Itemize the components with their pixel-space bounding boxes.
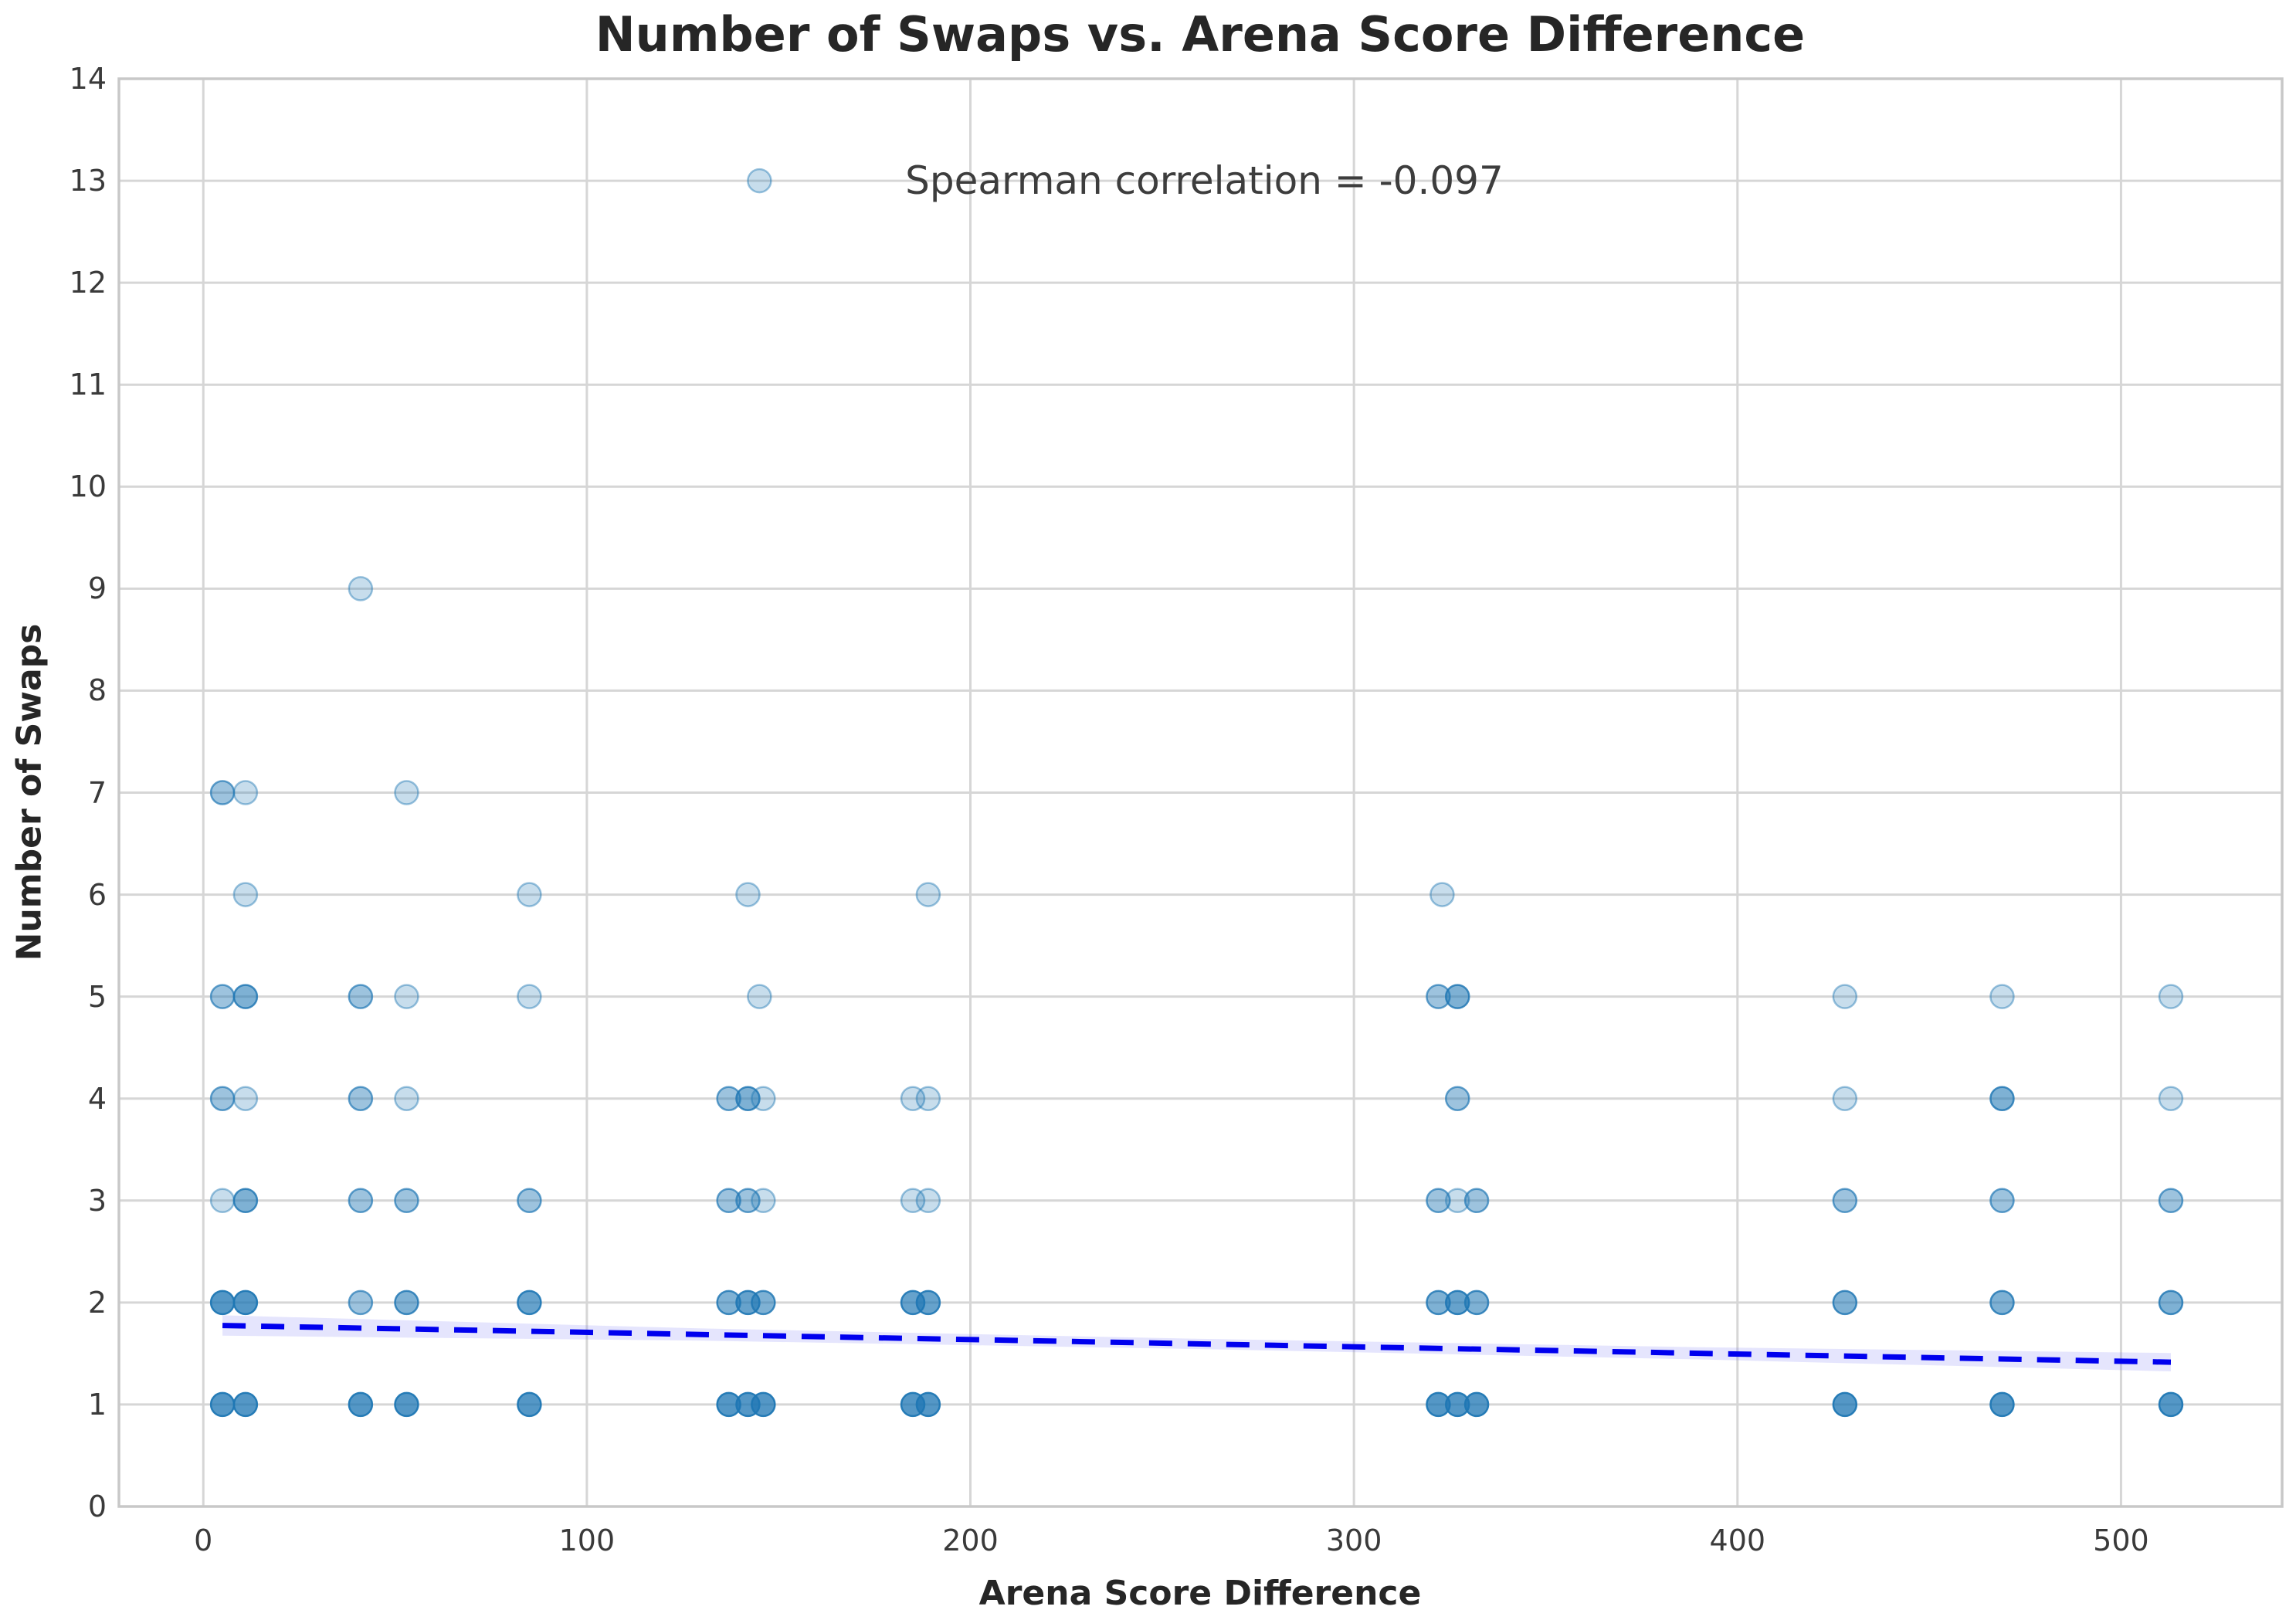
- data-point: [209, 984, 236, 1009]
- data-point: [1989, 1391, 2015, 1418]
- data-point: [2158, 984, 2184, 1009]
- y-tick-label: 8: [87, 673, 107, 708]
- data-point: [232, 1391, 259, 1418]
- data-point: [1463, 1290, 1490, 1316]
- y-tick-label: 10: [69, 469, 107, 504]
- data-point: [348, 1086, 374, 1111]
- data-point: [747, 984, 772, 1009]
- x-tick-label: 500: [2093, 1523, 2149, 1557]
- data-point: [394, 984, 419, 1009]
- chart-title: Number of Swaps vs. Arena Score Differen…: [595, 6, 1806, 63]
- data-point: [716, 1188, 741, 1214]
- data-point: [348, 1188, 374, 1214]
- regression-line: [222, 1323, 2172, 1365]
- data-point: [915, 1391, 941, 1418]
- data-point: [915, 1188, 941, 1214]
- data-point: [1832, 1290, 1858, 1316]
- x-tick-label: 400: [1709, 1523, 1766, 1557]
- data-point: [209, 780, 236, 805]
- data-point: [209, 1086, 236, 1111]
- data-point: [232, 1290, 259, 1316]
- y-tick-label: 7: [87, 775, 107, 810]
- data-point: [735, 1188, 761, 1214]
- y-tick-label: 1: [87, 1387, 107, 1422]
- data-point: [915, 1290, 941, 1316]
- y-tick-label: 11: [69, 368, 107, 402]
- data-point: [394, 1290, 419, 1316]
- data-point: [1444, 984, 1470, 1009]
- data-point: [517, 1391, 542, 1418]
- x-tick-label: 100: [558, 1523, 616, 1557]
- y-tick-label: 14: [69, 62, 107, 96]
- data-point: [1426, 1188, 1451, 1214]
- data-point: [394, 780, 419, 805]
- data-point: [232, 780, 259, 805]
- y-tick-label: 6: [87, 877, 107, 912]
- data-point: [1989, 1290, 2015, 1316]
- plot-border: [117, 77, 2284, 1508]
- data-point: [900, 1188, 926, 1214]
- data-point: [348, 1391, 374, 1418]
- y-tick-label: 4: [87, 1081, 107, 1116]
- data-point: [232, 882, 259, 907]
- data-point: [751, 1290, 776, 1316]
- data-point: [232, 1086, 259, 1111]
- data-point: [232, 1188, 259, 1214]
- data-point: [1989, 1188, 2015, 1214]
- y-tick-label: 12: [69, 266, 107, 300]
- data-point: [1832, 984, 1858, 1009]
- x-tick-label: 200: [942, 1523, 999, 1557]
- data-point: [1989, 984, 2015, 1009]
- data-point: [1832, 1391, 1858, 1418]
- data-point: [517, 984, 542, 1009]
- data-point: [1444, 1086, 1470, 1111]
- data-point: [1444, 1188, 1470, 1214]
- data-point: [348, 576, 374, 602]
- data-point: [232, 984, 259, 1009]
- data-point: [1832, 1086, 1858, 1111]
- data-point: [1463, 1391, 1490, 1418]
- data-point: [2158, 1188, 2184, 1214]
- data-point: [517, 1188, 542, 1214]
- data-point: [915, 1086, 941, 1111]
- data-point: [751, 1391, 776, 1418]
- data-point: [209, 1188, 236, 1214]
- data-point: [2158, 1391, 2184, 1418]
- data-point: [394, 1086, 419, 1111]
- data-point: [1989, 1086, 2015, 1111]
- data-point: [900, 1086, 926, 1111]
- data-point: [517, 882, 542, 907]
- x-tick-label: 300: [1325, 1523, 1382, 1557]
- data-point: [348, 1290, 374, 1316]
- data-point: [735, 882, 761, 907]
- data-point: [1429, 882, 1455, 907]
- data-point: [209, 1290, 236, 1316]
- correlation-annotation: Spearman correlation = -0.097: [905, 158, 1504, 204]
- data-point: [394, 1391, 419, 1418]
- y-tick-label: 9: [87, 571, 107, 606]
- x-tick-label: 0: [194, 1523, 213, 1557]
- data-point: [747, 168, 772, 194]
- data-point: [1832, 1188, 1858, 1214]
- data-point: [348, 984, 374, 1009]
- y-tick-label: 0: [87, 1490, 107, 1523]
- data-point: [209, 1391, 236, 1418]
- y-tick-label: 3: [87, 1183, 107, 1218]
- x-axis-label: Arena Score Difference: [978, 1574, 1422, 1613]
- data-point: [394, 1188, 419, 1214]
- y-tick-label: 13: [69, 164, 107, 198]
- data-point: [517, 1290, 542, 1316]
- data-point: [751, 1086, 776, 1111]
- data-point: [735, 1086, 761, 1111]
- data-point: [2158, 1290, 2184, 1316]
- y-tick-label: 5: [87, 979, 107, 1014]
- y-axis-label: Number of Swaps: [9, 623, 49, 961]
- y-tick-label: 2: [87, 1285, 107, 1320]
- data-point: [751, 1188, 776, 1214]
- data-point: [1463, 1188, 1490, 1214]
- data-point: [915, 882, 941, 907]
- data-point: [2158, 1086, 2184, 1111]
